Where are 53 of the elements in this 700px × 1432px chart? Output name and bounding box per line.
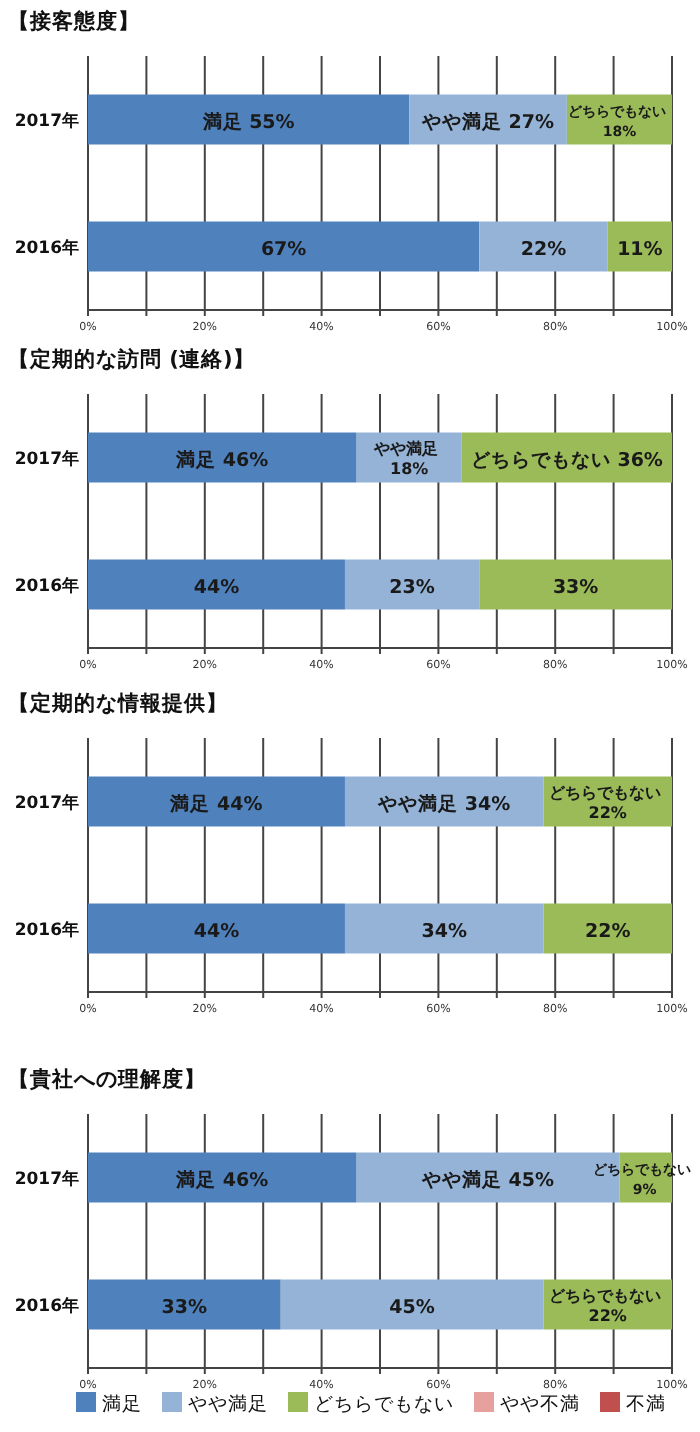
y-tick-label: 2016年 [14,236,80,259]
data-label: どちらでもない 36% [470,449,664,472]
legend-label: やや満足 [188,1392,268,1416]
data-label: 34% [421,920,468,943]
data-label: やや満足 18% [372,439,444,478]
y-tick-label: 2016年 [14,918,80,941]
legend-label: 満足 [102,1392,142,1416]
data-label: 満足 44% [168,791,264,816]
y-tick-label: 2017年 [14,1167,80,1190]
data-label: やや満足 45% [419,1167,556,1192]
legend-label: やや不満 [500,1392,580,1416]
chart-title: 【定期的な訪問 (連絡)】 [8,346,255,372]
y-tick-label: 2017年 [14,447,80,470]
data-label: 33% [552,576,600,599]
bar [344,559,480,610]
data-label: 22% [520,238,568,261]
bar [479,221,608,272]
bar [88,94,410,145]
data-label: 満足 46% [174,1167,270,1192]
y-tick-label: 2017年 [14,109,80,132]
data-label: 22% [585,920,632,943]
data-label: やや満足 27% [419,109,556,134]
y-tick-label: 2017年 [14,791,80,814]
data-label: 23% [389,576,436,599]
data-label: 11% [617,238,664,261]
data-label: どちらでもない 22% [548,783,667,822]
bar [88,1152,357,1203]
data-label: 44% [193,920,241,943]
data-label: 満足 55% [200,109,296,134]
bar [88,1279,281,1330]
data-label: どちらでもない 22% [548,1286,667,1325]
chart-title: 【定期的な情報提供】 [8,690,228,716]
chart-title: 【貴社への理解度】 [8,1066,206,1092]
bar [88,221,480,272]
legend-label: 不満 [626,1392,666,1416]
bar [88,903,345,954]
legend-label: どちらでもない [314,1394,454,1416]
data-label: 45% [389,1296,436,1319]
y-tick-label: 2016年 [14,574,80,597]
bar [280,1279,544,1330]
bar [479,559,672,610]
data-label: 33% [161,1296,209,1319]
data-label: 満足 46% [174,447,270,472]
bar [88,559,345,610]
data-label: 44% [193,576,241,599]
data-label: 67% [260,238,308,261]
bar [88,432,357,483]
bar [344,903,544,954]
bar [88,776,345,827]
data-label: やや満足 34% [376,791,512,816]
y-tick-label: 2016年 [14,1294,80,1317]
bar [543,903,672,954]
chart-title: 【接客態度】 [8,8,140,34]
